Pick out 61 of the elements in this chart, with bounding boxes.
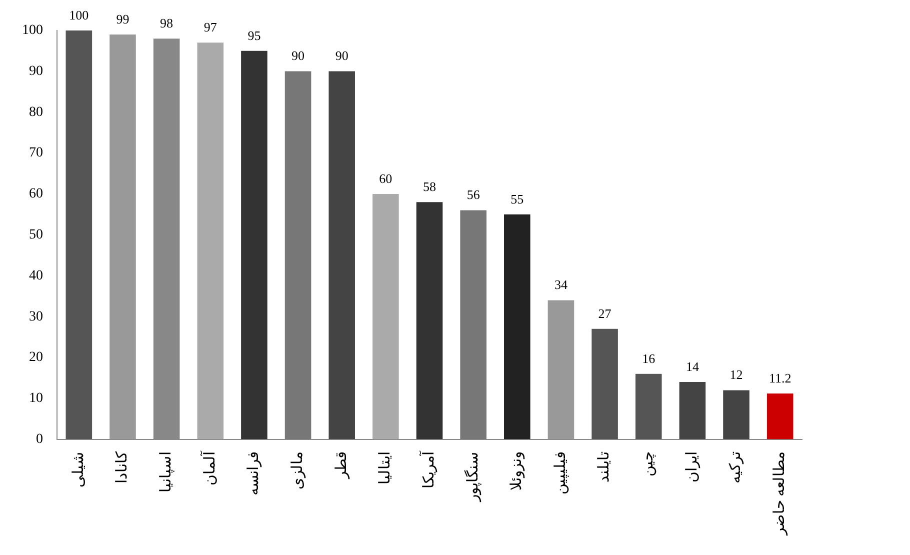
data-label: 12 [730, 367, 743, 382]
bar [416, 202, 443, 440]
y-tick-label: 80 [29, 104, 43, 120]
x-tick-label: مالزی [290, 451, 306, 490]
y-tick-label: 100 [22, 23, 43, 38]
x-tick-label: چین [640, 451, 657, 476]
bar [197, 42, 224, 440]
y-tick-label: 50 [29, 227, 43, 242]
data-label: 14 [686, 358, 700, 374]
bar [723, 390, 750, 440]
bar [635, 374, 662, 440]
bar [284, 71, 312, 440]
x-tick-label: سنگاپور [463, 451, 482, 502]
data-label: 55 [510, 191, 524, 206]
data-label: 90 [292, 48, 305, 64]
x-tick-label: فیلیپین [552, 451, 569, 494]
y-tick-label: 60 [29, 186, 43, 202]
data-label: 27 [598, 306, 612, 321]
data-label: 98 [160, 16, 174, 30]
x-tick-label: ایتالیا [378, 451, 394, 484]
bar [766, 393, 794, 440]
y-tick-label: 30 [29, 309, 43, 324]
x-tick-label: قطر [334, 451, 350, 480]
data-label: 58 [423, 179, 436, 194]
data-label: 11.2 [768, 370, 792, 386]
x-tick-label: ایران [684, 451, 700, 482]
bar [110, 34, 136, 440]
data-label: 90 [335, 48, 348, 64]
y-tick-label: 20 [29, 350, 43, 366]
x-tick-label: کانادا [114, 450, 131, 484]
bar [241, 50, 268, 440]
x-tick-label: آمریکا [419, 450, 438, 488]
bar [328, 71, 355, 440]
x-tick-label: شیلی [70, 451, 87, 488]
data-label: 97 [204, 20, 218, 35]
bar [66, 30, 92, 440]
x-tick-label: مطالعه حاضر [772, 451, 788, 536]
bar [592, 328, 618, 440]
y-tick-label: 40 [29, 268, 43, 284]
y-tick-label: 10 [29, 391, 43, 406]
data-label: 99 [116, 11, 130, 26]
x-tick-label: ونزوئلا [509, 451, 526, 490]
y-tick-label: 0 [36, 432, 43, 447]
x-tick-label: فرانسه [246, 451, 262, 496]
data-label: 16 [642, 350, 656, 366]
data-label: 60 [379, 170, 392, 186]
data-label: 34 [554, 277, 568, 292]
bar [504, 214, 530, 440]
x-tick-label: اسپانیا [158, 451, 174, 492]
y-tick-label: 70 [29, 146, 43, 161]
data-label: 100 [69, 7, 89, 22]
y-tick-label: 90 [29, 64, 43, 79]
data-label: 56 [466, 187, 480, 202]
x-tick-label: تایلند [596, 451, 613, 482]
bar [548, 300, 574, 440]
bar [679, 382, 706, 440]
data-label: 95 [248, 28, 261, 43]
bar [460, 210, 486, 440]
x-tick-label: آلمان [200, 450, 218, 486]
x-tick-label: ترکیه [728, 451, 744, 484]
bar [372, 194, 399, 440]
